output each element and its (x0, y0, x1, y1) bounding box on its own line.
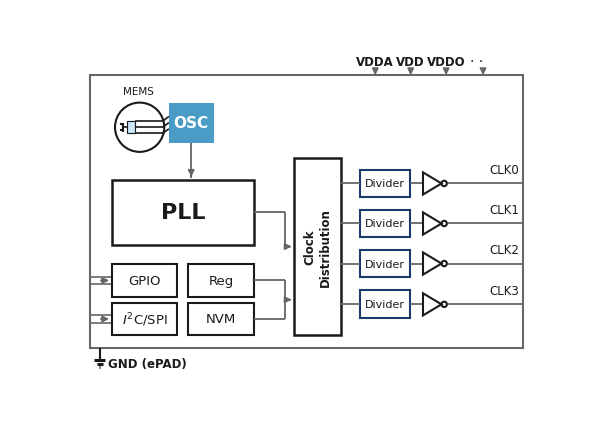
Bar (360, 291, 410, 319)
Bar (295, 158, 341, 335)
Text: Divider: Divider (365, 219, 405, 229)
Text: CLK3: CLK3 (490, 284, 519, 297)
Text: VDD: VDD (397, 55, 425, 68)
Text: Clock
Distribution: Clock Distribution (303, 207, 332, 286)
Text: $I^2$C/SPI: $I^2$C/SPI (122, 311, 167, 328)
Bar (360, 250, 410, 278)
Text: VDDO: VDDO (427, 55, 466, 68)
Text: MEMS: MEMS (122, 87, 154, 97)
Text: Divider: Divider (365, 299, 405, 310)
Bar (91, 76, 523, 348)
Bar (188, 303, 254, 335)
Bar (112, 303, 178, 335)
Text: GND (ePAD): GND (ePAD) (108, 357, 187, 370)
Bar (360, 210, 410, 238)
Bar (360, 170, 410, 198)
Text: VDDA: VDDA (356, 55, 394, 68)
Text: Divider: Divider (365, 259, 405, 269)
Bar (188, 265, 254, 297)
Text: Divider: Divider (365, 179, 405, 189)
Text: CLK1: CLK1 (490, 203, 519, 216)
Text: OSC: OSC (173, 116, 209, 131)
Bar (112, 265, 178, 297)
Text: · ·: · · (470, 55, 484, 69)
Bar (127, 122, 135, 134)
Text: GPIO: GPIO (128, 274, 161, 287)
Bar (169, 104, 214, 143)
Bar (127, 122, 135, 134)
Text: PLL: PLL (161, 203, 205, 223)
Text: NVM: NVM (206, 313, 236, 326)
Text: CLK0: CLK0 (490, 163, 519, 176)
Text: Reg: Reg (208, 274, 233, 287)
Text: CLK2: CLK2 (490, 243, 519, 256)
Bar (112, 180, 254, 245)
